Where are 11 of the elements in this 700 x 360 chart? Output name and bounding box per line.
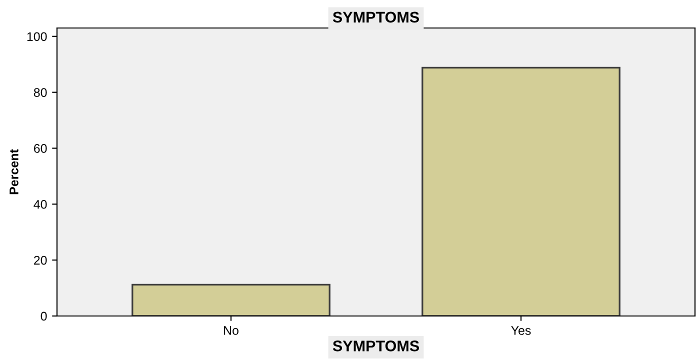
y-tick-label: 60: [34, 144, 47, 153]
y-tick-label: 0: [40, 312, 47, 321]
y-tick-label: 80: [34, 88, 47, 97]
y-tick-label: 20: [34, 256, 47, 265]
y-axis-title: Percent: [10, 149, 18, 194]
y-tick-label: 40: [34, 200, 47, 209]
chart-title: SYMPTOMS: [332, 12, 419, 23]
y-tick-label: 100: [27, 32, 47, 42]
x-axis-title: SYMPTOMS: [332, 340, 419, 352]
x-tick-label: Yes: [511, 326, 531, 335]
x-tick-label: No: [224, 326, 238, 335]
